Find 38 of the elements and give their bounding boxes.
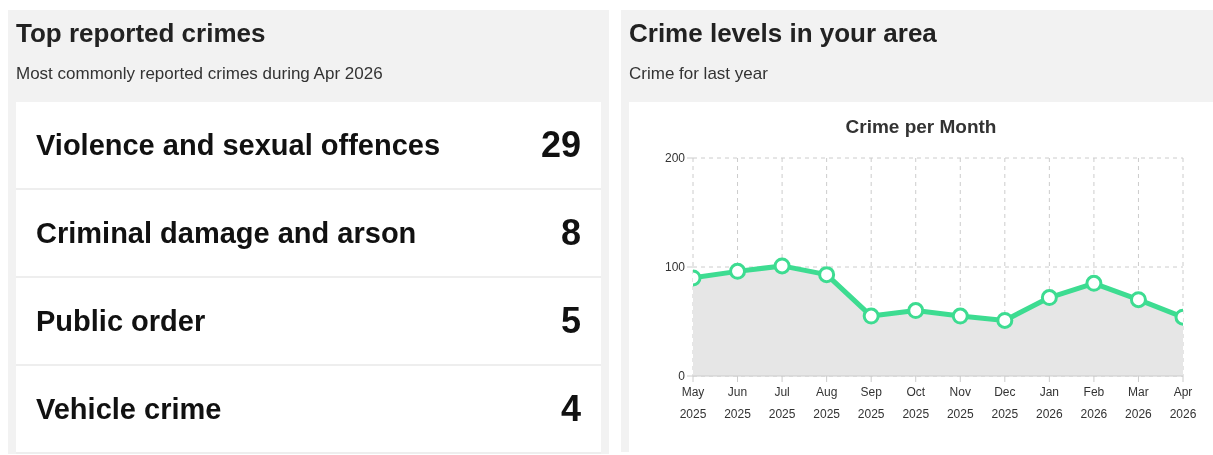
point — [1129, 291, 1147, 309]
x-tick-label: Feb 2026 — [1080, 385, 1108, 421]
point — [862, 307, 880, 325]
x-tick-label: May 2025 — [679, 385, 707, 421]
x-tick-label: Sep 2025 — [857, 385, 885, 421]
point — [996, 311, 1014, 329]
y-tick-label: 100 — [664, 260, 686, 275]
x-tick-label: Nov 2025 — [946, 385, 974, 421]
point — [1085, 274, 1103, 292]
data-label: 29 — [540, 124, 581, 166]
chart-subtitle: Crime for last year — [629, 64, 769, 84]
point — [773, 257, 791, 275]
category-label: Violence and sexual offences — [36, 128, 441, 162]
data-label: 8 — [560, 212, 581, 254]
data-label: 5 — [560, 300, 581, 342]
text: Crime per Month — [844, 116, 998, 139]
text: Top reported crimes — [16, 17, 267, 50]
point — [729, 262, 747, 280]
point — [907, 302, 925, 320]
category-label: Vehicle crime — [36, 392, 222, 426]
x-tick-label: Jul 2025 — [768, 385, 796, 421]
data-label: 4 — [560, 388, 581, 430]
point — [1040, 289, 1058, 307]
x-tick-label: Apr 2026 — [1169, 385, 1197, 421]
point — [818, 266, 836, 284]
category-label: Public order — [36, 304, 206, 338]
point — [951, 307, 969, 325]
x-tick-label: Dec 2025 — [991, 385, 1019, 421]
x-tick-label: Oct 2025 — [902, 385, 930, 421]
y-tick-label: 200 — [664, 151, 686, 166]
x-tick-label: Jun 2025 — [724, 385, 752, 421]
chart-title: Crime levels in your area — [629, 17, 938, 50]
text: Most commonly reported crimes during Apr 2026 — [16, 64, 384, 84]
x-tick-label: Jan 2026 — [1036, 385, 1064, 421]
y-tick-label: 0 — [678, 369, 686, 384]
x-tick-label: Aug 2025 — [813, 385, 841, 421]
category-label: Criminal damage and arson — [36, 216, 417, 250]
x-tick-label: Mar 2026 — [1125, 385, 1153, 421]
